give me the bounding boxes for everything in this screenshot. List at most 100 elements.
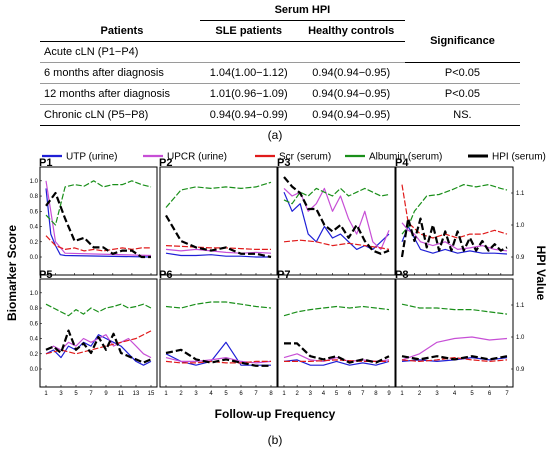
y-tick-label-right: 0.9 <box>516 255 525 261</box>
x-tick-label: 5 <box>224 391 228 397</box>
hpi-table-container: Serum HPI Patients SLE patients Healthy … <box>40 0 520 126</box>
panel-title: P2 <box>159 157 172 169</box>
panel-title: P6 <box>159 269 172 281</box>
y-tick-label: 0.8 <box>30 306 39 312</box>
header-significance: Significance <box>404 20 520 63</box>
hpi-table: Serum HPI Patients SLE patients Healthy … <box>40 0 520 126</box>
table-row: 6 months after diagnosis <box>40 62 200 84</box>
panel-frame <box>159 166 278 276</box>
series-hpi <box>400 217 508 258</box>
panel-title: P5 <box>39 269 52 281</box>
series-hpi <box>165 214 272 259</box>
x-tick-label: 6 <box>488 391 492 397</box>
table-row: Acute cLN (P1−P4) <box>40 41 200 63</box>
series-albumin <box>165 301 272 309</box>
x-tick-label: 7 <box>361 391 365 397</box>
series-scr <box>165 245 271 250</box>
series-upcr <box>165 248 272 254</box>
x-tick-label: 1 <box>400 391 404 397</box>
x-tick-label: 4 <box>453 391 457 397</box>
table-row: Chronic cLN (P5−P8) <box>40 104 200 126</box>
panel-title: P1 <box>39 157 52 169</box>
y-tick-label: 0.6 <box>30 209 39 215</box>
x-tick-label: 6 <box>239 391 243 397</box>
x-tick-label: 3 <box>309 391 313 397</box>
series-albumin <box>45 180 152 226</box>
y-tick-label-right: 0.9 <box>516 367 525 373</box>
x-tick-label: 9 <box>104 391 108 397</box>
legend-label-albumin: Albumin (serum) <box>369 152 442 163</box>
y-tick-label: 0.4 <box>30 337 39 343</box>
y-axis-title-left: Biomarker Score <box>5 225 19 321</box>
x-tick-label: 5 <box>74 391 78 397</box>
series-hpi <box>284 342 390 364</box>
panel-p8: P8 1 2 3 4 5 6 7 0.9 1.0 1.1 <box>395 269 525 397</box>
panel-p3: P3135791113 <box>277 157 396 285</box>
series-albumin <box>45 303 152 317</box>
panel-p5: P51 3 5 7 9 11 13 150.00.20.40.60.81.0 <box>30 269 158 397</box>
x-tick-label: 13 <box>133 391 140 397</box>
header-healthy: Healthy controls <box>297 20 405 42</box>
y-tick-label: 0.0 <box>30 367 39 373</box>
series-scr <box>165 360 271 364</box>
series-hpi <box>165 348 271 367</box>
x-tick-label: 7 <box>505 391 509 397</box>
x-tick-label: 8 <box>374 391 378 397</box>
legend: UTP (urine) UPCR (urine) Scr (serum) Albumi… <box>42 152 546 163</box>
series-scr <box>283 239 390 250</box>
panel-p2: P212345678 <box>159 157 278 285</box>
panel-frame <box>395 278 514 388</box>
series-scr <box>45 235 151 252</box>
subfigure-label-b: (b) <box>267 433 283 447</box>
y-tick-label: 0.4 <box>30 225 39 231</box>
x-tick-label: 4 <box>322 391 326 397</box>
x-tick-label: 1 <box>164 391 168 397</box>
y-tick-label: 1.0 <box>30 179 39 185</box>
x-tick-label: 9 <box>387 391 391 397</box>
y-axis-title-right: HPI Value <box>534 246 548 301</box>
x-tick-label: 4 <box>209 391 213 397</box>
y-tick-label-right: 1.0 <box>516 335 525 341</box>
y-tick-label-right: 1.0 <box>516 223 525 229</box>
series-albumin <box>165 181 272 208</box>
x-tick-label: 5 <box>470 391 474 397</box>
hpi-figure: UTP (urine) UPCR (urine) Scr (serum) Albumi… <box>5 152 548 422</box>
series-scr <box>284 359 389 362</box>
legend-label-upcr: UPCR (urine) <box>167 152 227 163</box>
series-hpi <box>401 355 508 361</box>
x-tick-label: 3 <box>194 391 198 397</box>
x-tick-label: 2 <box>418 391 422 397</box>
series-hpi <box>45 329 152 364</box>
x-tick-label: 7 <box>254 391 258 397</box>
series-hpi <box>283 176 390 255</box>
panel-p4: P413579111315170.91.01.1 <box>395 157 525 285</box>
y-tick-label: 1.0 <box>30 291 39 297</box>
series-utp <box>165 252 271 258</box>
y-tick-label: 0.6 <box>30 321 39 327</box>
group-header: Serum HPI <box>199 0 405 21</box>
series-albumin <box>283 305 390 317</box>
series-albumin <box>283 187 390 205</box>
series-scr <box>401 357 508 362</box>
series-upcr <box>165 357 272 364</box>
x-tick-label: 11 <box>118 391 125 397</box>
y-tick-label-right: 1.1 <box>516 191 525 197</box>
x-tick-label: 3 <box>59 391 63 397</box>
panel-title: P3 <box>277 157 290 169</box>
x-tick-label: 1 <box>282 391 286 397</box>
panel-frame <box>277 278 396 388</box>
panel-title: P7 <box>277 269 290 281</box>
series-utp <box>45 334 152 366</box>
y-tick-label: 0.8 <box>30 194 39 200</box>
panel-p6: P6 1 2 3 4 5 6 7 8 <box>159 269 278 397</box>
x-tick-label: 2 <box>295 391 299 397</box>
x-tick-label: 15 <box>148 391 155 397</box>
panel-p7: P7 1 2 3 4 5 6 7 8 9 <box>277 269 396 397</box>
panel-p1: P1246810120.00.20.40.60.81.0 <box>30 157 158 285</box>
panel-frame <box>159 278 278 388</box>
series-utp <box>45 188 152 258</box>
x-tick-label: 2 <box>179 391 183 397</box>
x-tick-label: 5 <box>335 391 339 397</box>
series-albumin <box>401 303 508 315</box>
y-tick-label: 0.0 <box>30 255 39 261</box>
